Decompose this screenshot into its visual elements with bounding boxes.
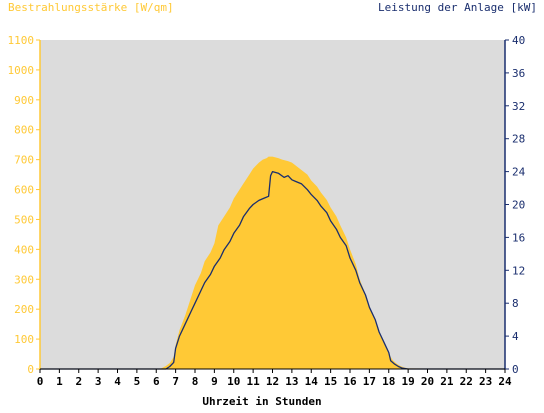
right-tick-label: 40 [512,34,525,47]
x-tick-label: 17 [363,375,376,388]
x-tick-label: 9 [211,375,218,388]
right-tick-label: 0 [512,363,519,376]
power-line [40,170,505,370]
x-tick-label: 0 [37,375,44,388]
left-tick-label: 500 [14,213,34,226]
right-tick-label: 36 [512,67,525,80]
x-tick-label: 23 [479,375,492,388]
right-axis-title: Leistung der Anlage [kW] [378,1,537,14]
x-tick-label: 3 [95,375,102,388]
left-tick-label: 1000 [8,64,35,77]
left-tick-label: 0 [27,363,34,376]
right-tick-label: 24 [512,166,526,179]
right-tick-label: 8 [512,297,519,310]
x-tick-label: 5 [134,375,141,388]
left-tick-label: 300 [14,273,34,286]
x-tick-label: 7 [172,375,179,388]
left-tick-label: 800 [14,124,34,137]
x-tick-label: 14 [305,375,319,388]
right-tick-label: 28 [512,133,525,146]
x-tick-label: 19 [402,375,415,388]
x-tick-label: 2 [75,375,82,388]
left-tick-label: 600 [14,184,34,197]
left-tick-label: 1100 [8,34,35,47]
x-tick-label: 24 [498,375,512,388]
series-layer [40,156,505,370]
axes-layer: 0100200300400500600700800900100011000481… [8,34,526,388]
x-tick-label: 6 [153,375,160,388]
right-tick-label: 12 [512,264,525,277]
x-tick-label: 22 [460,375,473,388]
left-tick-label: 400 [14,243,34,256]
x-tick-label: 1 [56,375,63,388]
x-tick-label: 4 [114,375,121,388]
x-tick-label: 16 [343,375,357,388]
x-tick-label: 8 [192,375,199,388]
x-tick-label: 18 [382,375,395,388]
right-tick-label: 4 [512,330,519,343]
right-tick-label: 16 [512,231,525,244]
right-tick-label: 20 [512,199,525,212]
right-tick-label: 32 [512,100,525,113]
x-tick-label: 21 [440,375,454,388]
irradiance-area [40,156,505,369]
x-tick-label: 12 [266,375,279,388]
left-tick-label: 700 [14,154,34,167]
x-tick-label: 20 [421,375,434,388]
left-axis-title: Bestrahlungsstärke [W/qm] [8,1,174,14]
left-tick-label: 100 [14,333,34,346]
left-tick-label: 200 [14,303,34,316]
x-tick-label: 13 [285,375,298,388]
x-tick-label: 15 [324,375,337,388]
x-axis-label: Uhrzeit in Stunden [202,395,321,408]
x-tick-label: 10 [227,375,240,388]
left-tick-label: 900 [14,94,34,107]
x-tick-label: 11 [247,375,261,388]
